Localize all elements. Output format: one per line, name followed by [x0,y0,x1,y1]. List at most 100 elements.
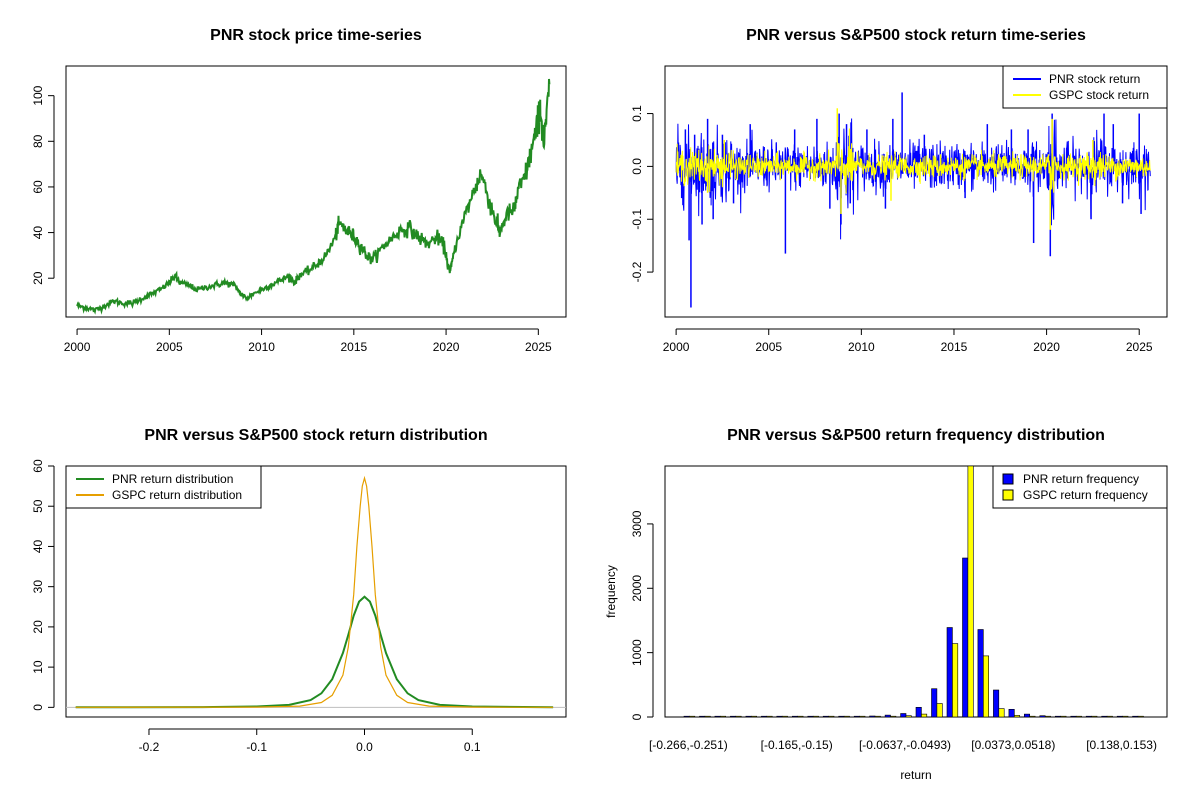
frequency-bar [853,715,860,718]
returns-chart: PNR versus S&P500 stock return time-seri… [630,27,1168,354]
frequency-bar [993,689,1000,718]
frequency-bar [735,715,742,718]
x-tick-label: 2010 [848,340,875,354]
y-tick-label: 10 [31,660,45,674]
y-tick-label: 3000 [630,510,644,537]
price-series-line [76,78,551,315]
frequency-bar [1024,713,1031,718]
y-tick-label: 100 [31,85,45,105]
frequency-bar [952,643,959,718]
frequency-bar [843,715,850,718]
frequency-bar [946,627,953,718]
frequency-bar [730,715,737,718]
frequency-bar [1137,715,1144,718]
frequency-bar [905,715,912,718]
plot-frame [664,65,1168,318]
y-tick-label: 60 [31,459,45,473]
y-tick-label: 40 [31,539,45,553]
frequency-bar [766,715,773,718]
x-tick-label: 2025 [1126,340,1153,354]
y-tick-label: 0.0 [630,158,644,175]
x-tick-label: 2015 [340,340,367,354]
legend-label: PNR return distribution [112,472,233,486]
frequency-bar [1060,715,1067,718]
frequency-bar [931,688,938,718]
frequency-bar [884,714,891,718]
frequency-bar [750,715,757,718]
return-series-line [675,128,1151,194]
frequency-bar [977,629,984,718]
legend-box [1002,65,1168,109]
frequency-bar [982,655,989,718]
frequency-bar [714,715,721,718]
frequency-bar [822,715,829,718]
frequency-bar [838,715,845,718]
y-tick-label: 20 [31,620,45,634]
frequency-bar [1013,715,1020,718]
y-tick-label: 80 [31,134,45,148]
gspc-density-line [75,475,554,708]
gspc-frequency-bars [689,465,1144,718]
x-tick-label: 2020 [1033,340,1060,354]
y-tick-label: 40 [31,226,45,240]
y-tick-label: 2000 [630,575,644,602]
pnr-frequency-bars [683,557,1139,718]
frequency-bar [921,713,928,718]
pnr-density-line [75,595,554,709]
frequency-bar [745,715,752,718]
frequency-bar [699,715,706,718]
gspc-return-series [675,108,1151,230]
y-tick-label: 0 [630,713,644,720]
y-tick-label: 0 [31,704,45,711]
frequency-bar [936,703,943,718]
density-chart: PNR versus S&P500 stock return distribut… [31,427,567,754]
frequency-bar [1075,715,1082,718]
frequency-bar [1085,715,1092,718]
frequency-bar [890,715,897,718]
frequency-bar [791,715,798,718]
x-tick-label: 2025 [525,340,552,354]
frequency-bar [812,715,819,718]
frequency-bar [704,715,711,718]
x-tick-label: 2005 [156,340,183,354]
legend-label: PNR return frequency [1023,472,1139,486]
frequency-bar [1039,715,1046,718]
frequency-bar [859,715,866,718]
x-tick-label: -0.1 [246,740,267,754]
return-series-line [675,118,1151,240]
frequency-bar [1008,708,1015,718]
frequency-bar [869,715,876,718]
frequency-bar [719,715,726,718]
x-axis-label: return [900,768,931,782]
x-tick-label: 2005 [755,340,782,354]
chart-title: PNR versus S&P500 stock return time-seri… [746,27,1086,44]
frequency-bar [1044,715,1051,718]
frequency-bar [1029,715,1036,718]
x-tick-label: 2000 [64,340,91,354]
x-tick-label: 2020 [433,340,460,354]
category-tick-label: [-0.165,-0.15) [761,738,833,752]
frequency-bar [807,715,814,718]
legend-box [65,465,262,509]
frequency-bar [1122,715,1129,718]
chart-title: PNR versus S&P500 return frequency distr… [727,427,1105,444]
frequency-chart: PNR versus S&P500 return frequency distr… [604,427,1168,782]
frequency-bar [900,713,907,718]
frequency-bar [761,715,768,718]
x-tick-label: 0.0 [356,740,373,754]
frequency-bar [1116,715,1123,718]
legend-label: GSPC return frequency [1023,488,1148,502]
x-tick-label: 0.1 [464,740,481,754]
frequency-bar [967,465,974,718]
y-tick-label: 30 [31,580,45,594]
y-tick-label: 1000 [630,639,644,666]
frequency-bar [1132,715,1139,718]
x-tick-label: -0.2 [139,740,160,754]
chart-title: PNR stock price time-series [210,27,422,44]
x-tick-label: 2015 [941,340,968,354]
legend-box [992,465,1168,509]
y-tick-label: 20 [31,271,45,285]
category-tick-label: [0.138,0.153) [1086,738,1157,752]
plot-frame [65,465,567,718]
category-tick-label: [0.0373,0.0518) [971,738,1055,752]
